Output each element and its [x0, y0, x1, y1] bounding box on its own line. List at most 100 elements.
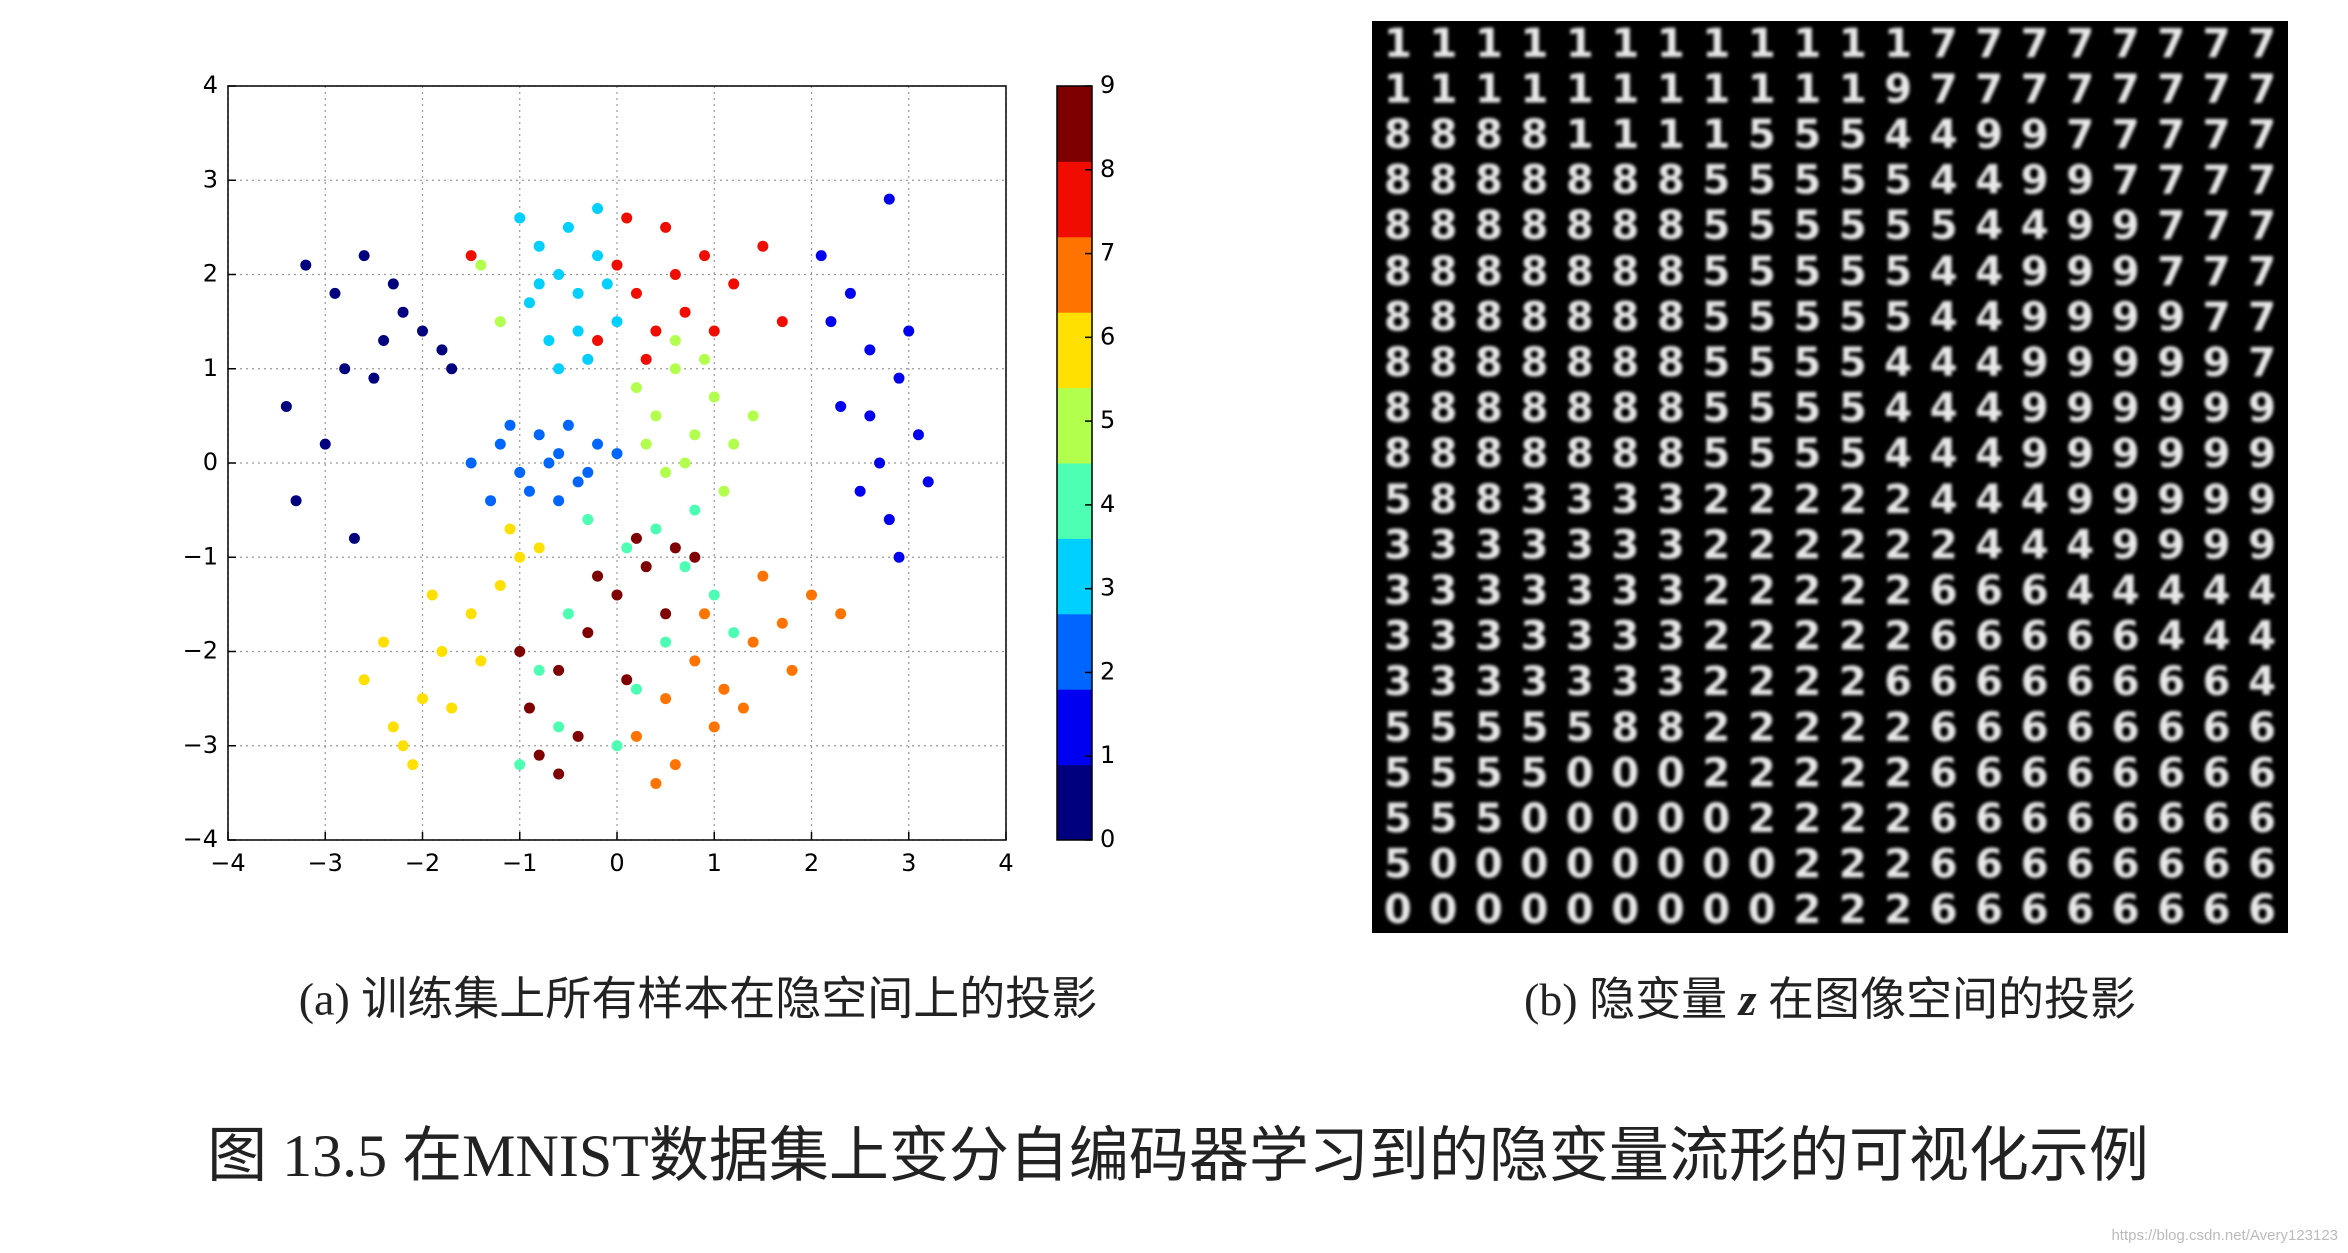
point [747, 410, 759, 422]
y-tick-label: 3 [203, 165, 218, 193]
point [397, 740, 409, 752]
watermark: https://blog.csdn.net/Avery123123 [2111, 1227, 2338, 1244]
point [417, 693, 428, 705]
y-tick-label: −3 [183, 731, 218, 759]
point [523, 297, 535, 309]
point [582, 627, 594, 639]
point [543, 334, 555, 346]
point [572, 287, 584, 299]
point [368, 372, 380, 384]
point [912, 429, 924, 441]
colorbar-tick-label: 1 [1100, 741, 1115, 769]
point [514, 646, 526, 657]
point [358, 674, 370, 686]
point [475, 259, 487, 271]
point [747, 636, 759, 648]
point [523, 485, 535, 497]
point [728, 278, 740, 290]
point [601, 278, 613, 290]
point [650, 325, 662, 337]
point [640, 353, 652, 365]
point [465, 608, 477, 620]
point [903, 325, 915, 337]
caption-a: (a) 训练集上所有样本在隐空间上的投影 [299, 974, 1098, 1025]
colorbar-segment [1057, 312, 1092, 389]
point [689, 551, 701, 563]
point [494, 580, 506, 592]
point [358, 250, 370, 262]
point [757, 570, 769, 582]
y-tick-label: 2 [203, 260, 218, 288]
point [815, 250, 827, 262]
colorbar-tick-label: 0 [1100, 825, 1115, 853]
point [611, 589, 623, 601]
colorbar-segment [1057, 613, 1092, 690]
point [757, 240, 769, 252]
point [378, 636, 390, 648]
point [737, 702, 749, 714]
point [592, 570, 604, 582]
colorbar-tick-label: 4 [1100, 490, 1115, 518]
point [339, 363, 351, 375]
colorbar-tick-label: 8 [1100, 155, 1115, 183]
caption-b-part: (b) 隐变量 [1524, 974, 1739, 1025]
point [592, 438, 604, 450]
point [533, 278, 545, 290]
point [387, 721, 399, 733]
point [553, 269, 565, 280]
x-tick-label: −4 [210, 849, 245, 877]
point [533, 429, 545, 441]
point [689, 429, 701, 441]
point [592, 250, 604, 262]
point [582, 353, 594, 365]
point [475, 655, 487, 667]
colorbar-segment [1057, 236, 1092, 313]
point [650, 777, 662, 789]
point [630, 382, 642, 394]
point [446, 702, 458, 714]
colorbar-tick-label: 6 [1100, 322, 1115, 350]
point [572, 476, 584, 488]
point [504, 523, 516, 535]
point [485, 495, 497, 507]
point [436, 344, 448, 356]
caption-b-var: z [1737, 974, 1757, 1025]
point [514, 759, 526, 771]
point [465, 457, 477, 469]
point [504, 419, 516, 431]
colorbar-segment [1057, 86, 1092, 162]
caption-b-part: 在图像空间的投影 [1757, 974, 2137, 1025]
point [387, 278, 399, 290]
point [669, 759, 681, 771]
point [553, 363, 565, 375]
point [592, 203, 604, 215]
point [650, 523, 662, 535]
point [630, 287, 642, 299]
colorbar-tick-label: 9 [1100, 71, 1115, 99]
point [533, 240, 545, 252]
point [553, 448, 565, 460]
colorbar-segment [1057, 387, 1092, 464]
point [290, 495, 302, 507]
y-tick-label: 4 [203, 71, 218, 99]
point [728, 627, 740, 639]
colorbar-tick-label: 3 [1100, 574, 1115, 602]
point [533, 542, 545, 554]
point [543, 457, 555, 469]
point [562, 221, 574, 233]
point [630, 730, 642, 742]
point [378, 334, 390, 346]
caption-b: (b) 隐变量 z 在图像空间的投影 [1524, 974, 2136, 1025]
point [844, 287, 856, 299]
point [806, 589, 817, 601]
point [786, 664, 798, 676]
point [660, 693, 672, 705]
point [436, 646, 448, 657]
x-tick-label: 2 [804, 849, 819, 877]
point [660, 608, 672, 620]
point [582, 514, 594, 526]
y-tick-label: 1 [203, 354, 218, 382]
point [708, 589, 720, 601]
point [465, 250, 477, 262]
